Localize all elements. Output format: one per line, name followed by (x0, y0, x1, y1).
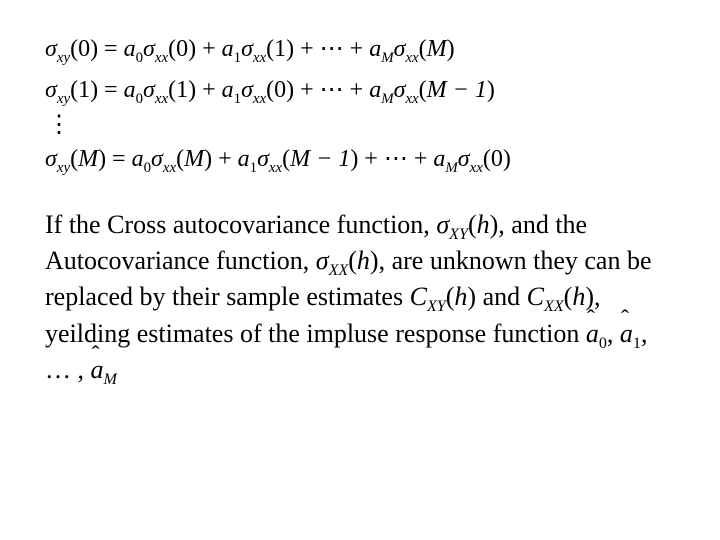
body-paragraph: If the Cross autocovariance function, σX… (45, 209, 675, 391)
equation-line-2: σxy(1) = a0σxx(1) + a1σxx(0) + ⋯ + aMσxx… (45, 71, 675, 112)
text-run: and (476, 282, 527, 311)
text-run: If the Cross autocovariance function, (45, 210, 436, 239)
equation-block: σxy(0) = a0σxx(0) + a1σxx(1) + ⋯ + aMσxx… (45, 30, 675, 181)
slide-page: σxy(0) = a0σxx(0) + a1σxx(1) + ⋯ + aMσxx… (0, 0, 720, 390)
equation-line-4: σxy(M) = a0σxx(M) + a1σxx(M − 1) + ⋯ + a… (45, 140, 675, 181)
equation-line-1: σxy(0) = a0σxx(0) + a1σxx(1) + ⋯ + aMσxx… (45, 30, 675, 71)
equation-vdots: ⋮ (45, 111, 675, 140)
